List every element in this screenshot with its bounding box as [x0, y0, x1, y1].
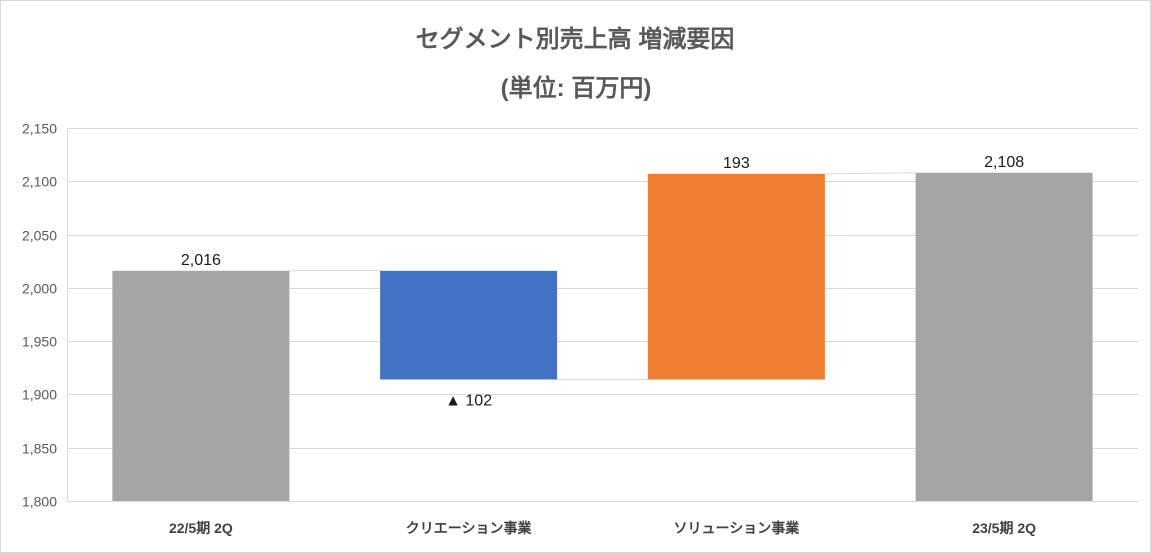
y-tick-label: 2,150 — [22, 121, 57, 137]
y-tick-label: 1,950 — [22, 334, 57, 350]
y-tick-label: 2,050 — [22, 228, 57, 244]
connector-lines — [289, 172, 916, 381]
category-label: 22/5期 2Q — [169, 520, 233, 536]
y-tick-label: 1,800 — [22, 494, 57, 510]
category-label: 23/5期 2Q — [972, 520, 1036, 536]
bar-4 — [915, 172, 1093, 501]
chart-title: セグメント別売上高 増減要因 — [416, 25, 735, 53]
y-tick-label: 1,900 — [22, 387, 57, 403]
category-label: クリエーション事業 — [406, 520, 533, 536]
data-label: 2,108 — [984, 154, 1024, 171]
chart-subtitle: (単位: 百万円) — [501, 74, 652, 102]
data-label: 2,016 — [181, 252, 221, 269]
bar-3 — [647, 173, 825, 380]
y-tick-label: 2,100 — [22, 174, 57, 190]
data-label: ▲ 102 — [445, 393, 492, 410]
category-label: ソリューション事業 — [674, 520, 801, 536]
bar-1 — [112, 270, 290, 501]
connector-line — [824, 172, 916, 175]
y-axis-labels: 1,800 1,850 1,900 1,950 2,000 2,050 2,100 2,150 — [22, 121, 57, 510]
y-tick-label: 2,000 — [22, 281, 57, 297]
data-labels: 2,016 ▲ 102 193 2,108 — [181, 154, 1024, 410]
bars — [112, 172, 1093, 501]
y-tick-label: 1,850 — [22, 441, 57, 457]
bar-2 — [380, 270, 558, 380]
x-axis-labels: 22/5期 2Q クリエーション事業 ソリューション事業 23/5期 2Q — [169, 520, 1036, 536]
data-label: 193 — [723, 155, 750, 172]
